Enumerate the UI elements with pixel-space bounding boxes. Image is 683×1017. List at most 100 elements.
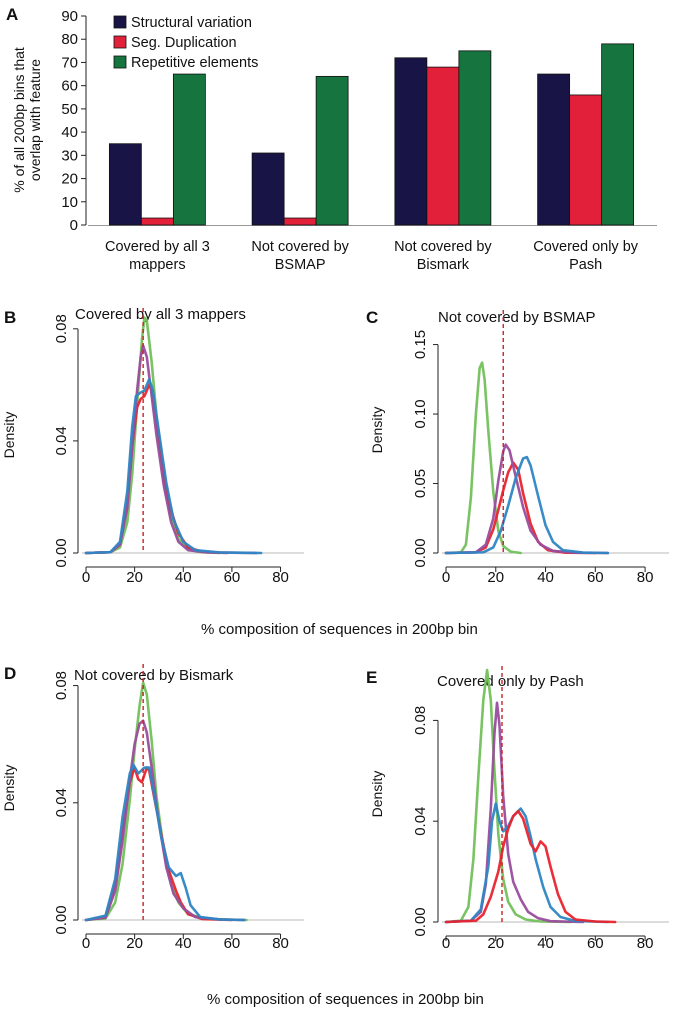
panel-e-density-curve (444, 668, 572, 924)
panel-a-ytick-label: 30 (61, 147, 78, 164)
panel-b-title: Covered by all 3 mappers (75, 306, 246, 323)
panel-a-ytick-label: 0 (70, 217, 78, 234)
panel-d-density-curve (84, 719, 246, 922)
panel-d-xtick-label: 20 (126, 935, 143, 952)
panel-e-ytick-label-group: 0.04 (412, 807, 429, 836)
panel-d-xtick-label: 0 (82, 935, 90, 952)
panel-a-bar (140, 217, 174, 226)
panel-e-xtick-label: 80 (637, 935, 654, 952)
panel-d-ylabel-group: Density (1, 765, 17, 812)
panel-d-ytick-label-group: 0.04 (53, 788, 70, 817)
panel-d-ytick-label-group: 0.00 (53, 905, 70, 934)
panel-c-ytick-label-group: 0.00 (412, 538, 429, 567)
panel-a-ytick-label: 80 (61, 31, 78, 48)
panel-a-category-label: Bismark (417, 257, 470, 273)
panel-e-density-curve (444, 802, 610, 924)
panel-a-legend-swatch (113, 15, 127, 29)
panel-e-ytick-label: 0.00 (412, 907, 429, 936)
panel-c-letter: C (366, 308, 378, 327)
panel-d-ytick-label: 0.04 (53, 788, 70, 817)
panel-a-category-label: mappers (129, 257, 185, 273)
panel-a-bar (394, 57, 428, 226)
panel-a-ytick-label: 40 (61, 124, 78, 141)
panel-c-ytick-label-group: 0.15 (412, 330, 429, 359)
panel-a-category-label: Covered only by (533, 239, 639, 255)
panel-a-legend-label: Seg. Duplication (131, 35, 237, 51)
panel-c-ytick-label: 0.05 (412, 469, 429, 498)
panel-e-ytick-label-group: 0.08 (412, 706, 429, 735)
panel-a-bar (251, 152, 285, 226)
panel-c-ytick-label-group: 0.05 (412, 469, 429, 498)
panel-b-xtick-label: 0 (82, 569, 90, 586)
panel-c-ytick-label: 0.15 (412, 330, 429, 359)
panel-a-ylabel-line: % of all 200bp bins that (11, 47, 27, 193)
panel-e-xtick-label: 0 (442, 935, 450, 952)
panel-c-ylabel: Density (369, 407, 385, 454)
panel-d-xtick-label: 40 (175, 935, 192, 952)
panel-e-ytick-label: 0.04 (412, 807, 429, 836)
panel-d-letter: D (4, 664, 16, 683)
panel-a-ytick-label: 50 (61, 101, 78, 118)
panel-a-bar (537, 73, 571, 226)
panel-a-category-label: Pash (569, 257, 602, 273)
panel-c-xtick-label: 20 (487, 569, 504, 586)
panel-e-ytick-label-group: 0.00 (412, 907, 429, 936)
panel-c-density-curve (444, 443, 610, 555)
panel-b-letter: B (4, 308, 16, 327)
panel-a-ylabel: % of all 200bp bins that overlap with fea… (11, 47, 43, 193)
panel-e-xtick-label: 20 (487, 935, 504, 952)
panel-d-xtick-label: 60 (224, 935, 241, 952)
panel-b-xtick-label: 60 (224, 569, 241, 586)
panel-b-ytick-label: 0.04 (53, 426, 70, 455)
panel-a-bar (458, 50, 492, 226)
panel-c-xtick-label: 0 (442, 569, 450, 586)
panel-a-legend-swatch (113, 35, 127, 49)
panel-c-ytick-label: 0.10 (412, 399, 429, 428)
panel-a-ytick-label: 90 (61, 8, 78, 25)
panel-b-ytick-label-group: 0.00 (53, 538, 70, 567)
panel-a-category-label: Not covered by (394, 239, 492, 255)
panel-c-density-curve (444, 461, 597, 555)
top-row-xlabel: % composition of sequences in 200bp bin (201, 621, 478, 638)
panel-e-ylabel: Density (369, 771, 385, 818)
panel-b-xtick-label: 40 (175, 569, 192, 586)
panel-e-density-curve (444, 701, 585, 924)
panel-a-bar (569, 94, 603, 226)
panel-c-ylabel-group: Density (369, 407, 385, 454)
panel-a-bar (601, 43, 635, 226)
panel-b-ylabel-group: Density (1, 412, 17, 459)
panel-b-ytick-label: 0.08 (53, 314, 70, 343)
panel-c-density-curve (444, 455, 610, 555)
panel-b-ytick-label-group: 0.08 (53, 314, 70, 343)
panel-c-xtick-label: 80 (637, 569, 654, 586)
panel-e-xtick-label: 60 (587, 935, 604, 952)
panel-d-title: Not covered by Bismark (74, 667, 234, 684)
panel-a-bar (172, 73, 206, 226)
panel-a-legend-swatch (113, 55, 127, 69)
panel-a-bar (426, 66, 460, 226)
panel-c-density-curve (444, 361, 522, 555)
panel-a-letter: A (6, 5, 18, 24)
panel-e-letter: E (366, 668, 377, 687)
panel-b-xtick-label: 80 (272, 569, 289, 586)
panel-a-bar (108, 143, 142, 226)
panel-d-ytick-label: 0.08 (53, 671, 70, 700)
panel-b-ytick-label-group: 0.04 (53, 426, 70, 455)
panel-d-density-curve (84, 681, 248, 922)
panel-d-density-curve (84, 766, 234, 922)
panel-a-ytick-label: 60 (61, 78, 78, 95)
panel-e-density-curve (444, 809, 617, 924)
panel-c-xtick-label: 60 (587, 569, 604, 586)
panel-a-bar (315, 75, 349, 226)
panel-e-ylabel-group: Density (369, 771, 385, 818)
panel-b-density-curve (84, 378, 263, 555)
panel-a-legend-label: Repetitive elements (131, 55, 258, 71)
panel-e-title: Covered only by Pash (437, 673, 584, 690)
bottom-row-xlabel: % composition of sequences in 200bp bin (207, 991, 484, 1008)
panel-a-ylabel-line: overlap with feature (27, 59, 43, 181)
panel-a-category-label: Covered by all 3 (105, 239, 210, 255)
panel-b-xtick-label: 20 (126, 569, 143, 586)
panel-d-density-curve (84, 763, 246, 922)
panel-c-title: Not covered by BSMAP (438, 309, 596, 326)
